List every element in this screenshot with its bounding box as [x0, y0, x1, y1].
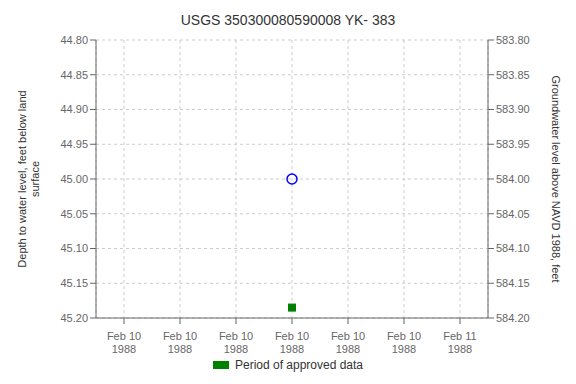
html-text:Period of approved data: Period of approved data — [235, 358, 363, 372]
svg-text:584.20: 584.20 — [496, 312, 530, 324]
svg-text:Depth to water level, feet bel: Depth to water level, feet below landsur… — [16, 90, 41, 267]
svg-text:Feb 101988: Feb 101988 — [387, 330, 421, 355]
svg-text:45.00: 45.00 — [60, 173, 88, 185]
svg-text:44.85: 44.85 — [60, 69, 88, 81]
svg-text:583.95: 583.95 — [496, 138, 530, 150]
svg-text:44.90: 44.90 — [60, 103, 88, 115]
svg-text:Groundwater level above NAVD 1: Groundwater level above NAVD 1988, feet — [550, 75, 562, 282]
svg-text:583.80: 583.80 — [496, 34, 530, 46]
svg-text:584.10: 584.10 — [496, 242, 530, 254]
svg-text:45.05: 45.05 — [60, 208, 88, 220]
svg-text:Feb 111988: Feb 111988 — [443, 330, 476, 355]
svg-text:584.00: 584.00 — [496, 173, 530, 185]
svg-text:584.05: 584.05 — [496, 208, 530, 220]
svg-text:583.85: 583.85 — [496, 69, 530, 81]
svg-text:Feb 101988: Feb 101988 — [275, 330, 309, 355]
svg-text:45.20: 45.20 — [60, 312, 88, 324]
svg-text:584.15: 584.15 — [496, 277, 530, 289]
svg-text:Feb 101988: Feb 101988 — [219, 330, 253, 355]
svg-text:Feb 101988: Feb 101988 — [163, 330, 197, 355]
svg-text:44.80: 44.80 — [60, 34, 88, 46]
svg-text:583.90: 583.90 — [496, 103, 530, 115]
svg-text:45.15: 45.15 — [60, 277, 88, 289]
html-text:USGS 350300080590008 YK- 383: USGS 350300080590008 YK- 383 — [180, 12, 396, 28]
svg-text:Feb 101988: Feb 101988 — [107, 330, 141, 355]
svg-text:Feb 101988: Feb 101988 — [331, 330, 365, 355]
svg-text:44.95: 44.95 — [60, 138, 88, 150]
svg-text:45.10: 45.10 — [60, 242, 88, 254]
